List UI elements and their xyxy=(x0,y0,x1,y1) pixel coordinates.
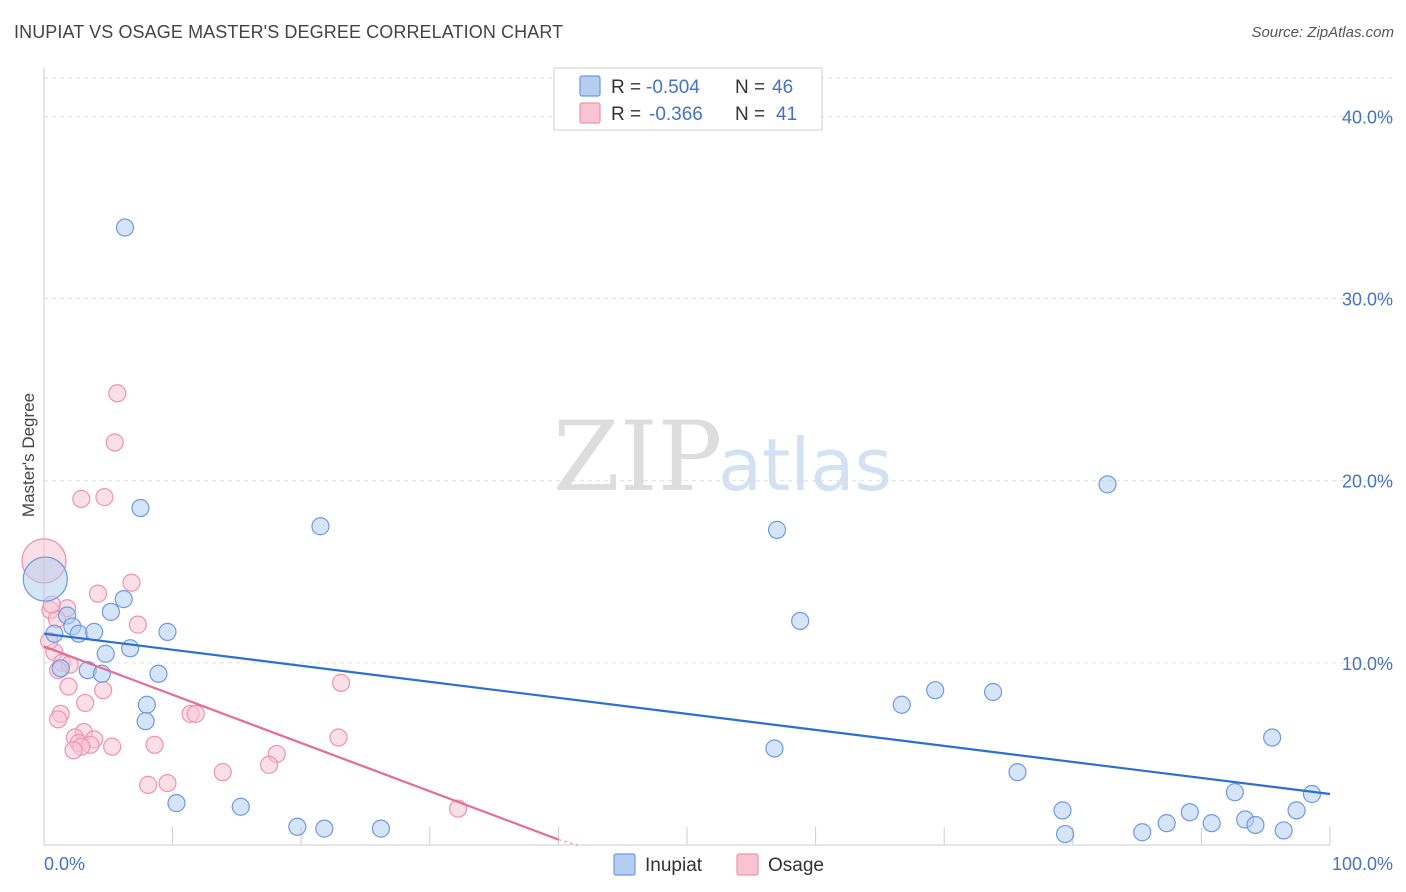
inupiat-point xyxy=(101,602,120,621)
inupiat-point xyxy=(51,659,70,678)
osage-point xyxy=(94,681,113,700)
inupiat-point xyxy=(1008,763,1027,782)
osage-point xyxy=(139,775,158,794)
legend-swatch-inupiat xyxy=(579,75,601,97)
inupiat-point xyxy=(767,520,787,539)
inupiat-point xyxy=(1133,823,1152,842)
inupiat-point xyxy=(115,218,135,237)
osage-trend-extension xyxy=(558,838,578,846)
legend-n-label-osage: N = xyxy=(735,104,765,125)
osage-point xyxy=(64,741,83,760)
osage-point xyxy=(122,573,141,592)
inupiat-point xyxy=(1202,814,1221,833)
inupiat-points xyxy=(22,218,1322,844)
osage-point xyxy=(331,673,351,692)
x-tick-label-start: 0.0% xyxy=(44,854,85,874)
legend-swatch-osage xyxy=(579,102,601,124)
inupiat-point xyxy=(371,819,391,838)
legend-n-value-inupiat: 46 xyxy=(772,77,793,98)
legend-n-label-inupiat: N = xyxy=(735,77,765,98)
osage-points xyxy=(21,384,468,818)
legend-r-value-inupiat: -0.504 xyxy=(646,77,700,98)
inupiat-point xyxy=(137,695,156,714)
inupiat-point xyxy=(765,739,784,758)
stats-legend: R = -0.504 N = 46 R = -0.366 N = 41 xyxy=(553,67,823,131)
inupiat-point xyxy=(96,644,115,663)
series-label-osage: Osage xyxy=(768,855,824,876)
inupiat-point xyxy=(121,639,140,658)
y-axis-label: Master's Degree xyxy=(19,393,38,517)
inupiat-point xyxy=(1274,821,1293,840)
inupiat-point xyxy=(1055,824,1075,844)
x-tick-labels: 0.0% 100.0% xyxy=(44,854,1393,874)
osage-point xyxy=(49,710,68,729)
inupiat-point xyxy=(22,556,68,602)
inupiat-point xyxy=(1263,728,1282,747)
inupiat-trend-line xyxy=(43,632,1331,796)
inupiat-point xyxy=(892,695,911,714)
inupiat-point xyxy=(85,622,104,641)
inupiat-point xyxy=(791,611,810,631)
legend-r-label-inupiat: R = xyxy=(611,77,641,98)
legend-r-label-osage: R = xyxy=(611,104,641,125)
series-swatch-inupiat xyxy=(613,853,636,876)
x-tick-label-end: 100.0% xyxy=(1332,854,1393,874)
inupiat-point xyxy=(231,797,250,816)
series-legend: Inupiat Osage xyxy=(613,853,824,876)
inupiat-point xyxy=(167,794,186,813)
inupiat-point xyxy=(1157,814,1176,833)
inupiat-point xyxy=(315,819,334,838)
series-label-inupiat: Inupiat xyxy=(645,855,703,876)
osage-point xyxy=(186,704,205,723)
inupiat-point xyxy=(1098,475,1117,494)
watermark-zip: ZIP xyxy=(553,401,722,513)
y-tick-label: 30.0% xyxy=(1342,290,1393,310)
inupiat-point xyxy=(926,681,945,700)
inupiat-point xyxy=(983,682,1003,702)
inupiat-point xyxy=(311,517,330,536)
inupiat-point xyxy=(1246,815,1265,835)
chart-title: INUPIAT VS OSAGE MASTER'S DEGREE CORRELA… xyxy=(14,22,564,42)
osage-point xyxy=(213,763,232,782)
osage-point xyxy=(72,489,91,509)
osage-point xyxy=(259,755,279,774)
gridlines xyxy=(44,77,1395,664)
osage-trend-line xyxy=(43,645,559,841)
osage-point xyxy=(88,584,108,603)
series-swatch-osage xyxy=(736,853,759,876)
inupiat-point xyxy=(1053,801,1072,820)
osage-point xyxy=(145,735,164,754)
osage-point xyxy=(158,773,177,793)
y-tick-labels: 10.0% 20.0% 30.0% 40.0% xyxy=(1342,107,1393,673)
inupiat-point xyxy=(136,712,155,731)
inupiat-point xyxy=(114,590,133,609)
inupiat-point xyxy=(1302,784,1322,804)
osage-point xyxy=(76,693,95,713)
osage-point xyxy=(59,677,78,696)
inupiat-point xyxy=(1287,801,1306,820)
osage-point xyxy=(329,728,348,747)
inupiat-point xyxy=(158,622,177,641)
inupiat-point xyxy=(149,664,168,683)
inupiat-point xyxy=(288,817,307,836)
y-tick-label: 10.0% xyxy=(1342,654,1393,674)
legend-n-value-osage: 41 xyxy=(776,104,797,125)
osage-point xyxy=(103,737,122,756)
osage-point xyxy=(108,384,127,403)
y-tick-label: 40.0% xyxy=(1342,107,1393,127)
trend-lines xyxy=(43,632,1331,846)
y-tick-label: 20.0% xyxy=(1342,472,1393,492)
inupiat-point xyxy=(1225,783,1244,802)
watermark-atlas: atlas xyxy=(718,423,892,507)
osage-point xyxy=(105,433,124,452)
osage-point xyxy=(128,615,147,634)
source-label: Source: ZipAtlas.com xyxy=(1251,24,1394,41)
osage-point xyxy=(95,488,114,507)
axes xyxy=(43,68,1331,846)
inupiat-point xyxy=(131,498,150,518)
inupiat-point xyxy=(1180,803,1199,822)
legend-r-value-osage: -0.366 xyxy=(649,104,703,125)
